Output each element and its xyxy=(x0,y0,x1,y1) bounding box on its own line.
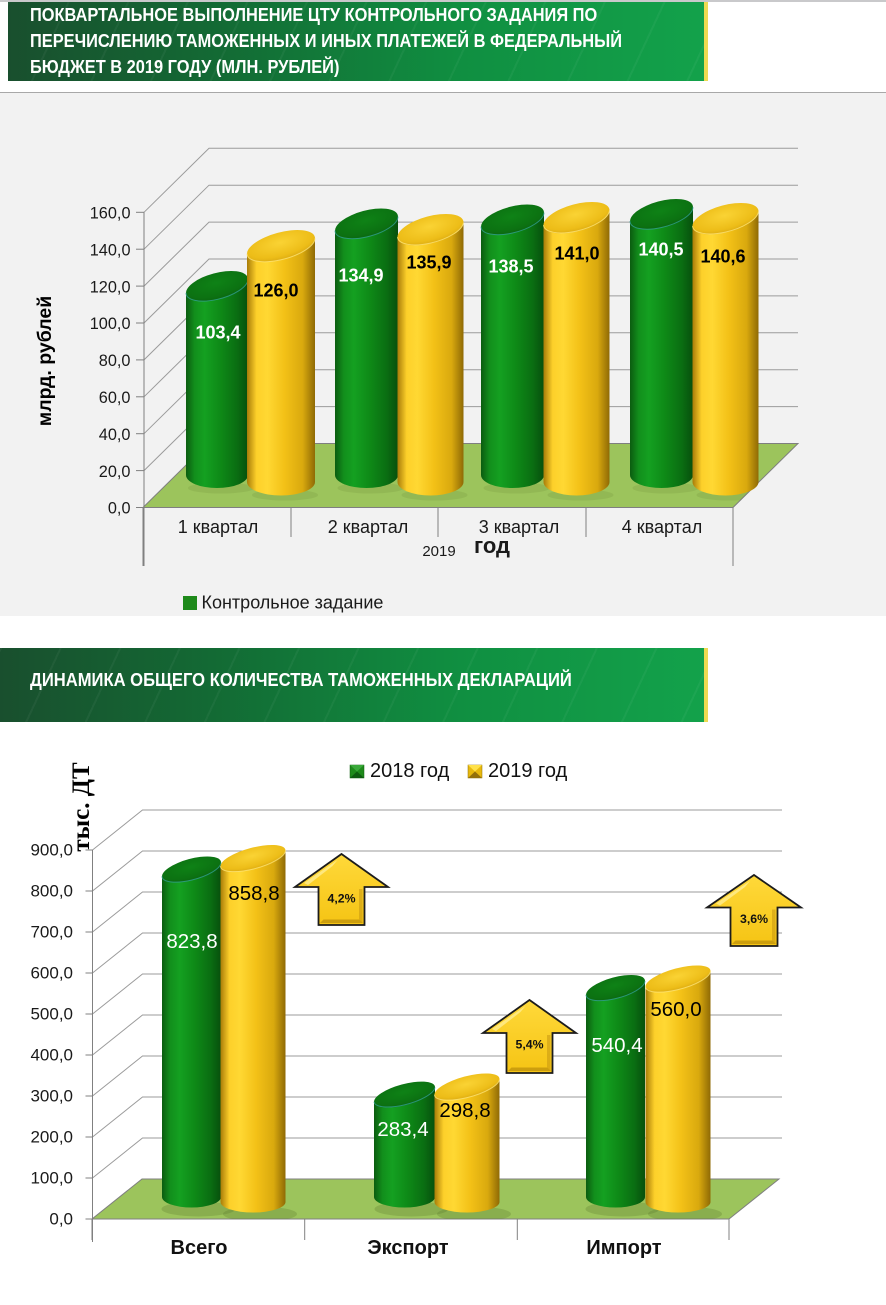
svg-text:0,0: 0,0 xyxy=(108,500,131,518)
svg-text:540,4: 540,4 xyxy=(591,1034,642,1057)
svg-text:500,0: 500,0 xyxy=(30,1004,73,1023)
svg-text:126,0: 126,0 xyxy=(253,281,298,301)
svg-text:120,0: 120,0 xyxy=(90,278,131,296)
svg-text:140,0: 140,0 xyxy=(90,241,131,259)
svg-text:3 квартал: 3 квартал xyxy=(479,517,559,537)
svg-text:год: год xyxy=(474,533,510,558)
svg-text:80,0: 80,0 xyxy=(99,352,131,370)
svg-text:Импорт: Импорт xyxy=(586,1237,661,1259)
svg-text:100,0: 100,0 xyxy=(30,1168,73,1187)
svg-text:2018 год: 2018 год xyxy=(370,760,450,782)
svg-text:283,4: 283,4 xyxy=(377,1118,428,1141)
svg-text:40,0: 40,0 xyxy=(99,426,131,444)
svg-text:2 квартал: 2 квартал xyxy=(328,517,408,537)
svg-text:60,0: 60,0 xyxy=(99,389,131,407)
svg-text:134,9: 134,9 xyxy=(338,266,383,286)
svg-text:1 квартал: 1 квартал xyxy=(178,517,258,537)
svg-text:100,0: 100,0 xyxy=(90,315,131,333)
svg-text:160,0: 160,0 xyxy=(90,205,131,223)
svg-text:2019 год: 2019 год xyxy=(488,760,568,782)
svg-text:141,0: 141,0 xyxy=(554,244,599,264)
svg-text:3,6%: 3,6% xyxy=(740,912,768,926)
svg-text:4 квартал: 4 квартал xyxy=(622,517,702,537)
svg-text:560,0: 560,0 xyxy=(650,998,701,1021)
svg-text:140,6: 140,6 xyxy=(700,247,745,267)
svg-text:Контрольное задание: Контрольное задание xyxy=(202,593,384,613)
svg-text:тыс. ДТ: тыс. ДТ xyxy=(68,762,95,852)
svg-text:823,8: 823,8 xyxy=(166,930,217,953)
svg-text:4,2%: 4,2% xyxy=(327,892,355,906)
svg-text:103,4: 103,4 xyxy=(195,323,240,343)
svg-text:858,8: 858,8 xyxy=(228,882,279,905)
svg-text:298,8: 298,8 xyxy=(439,1099,490,1122)
svg-text:400,0: 400,0 xyxy=(30,1045,73,1064)
svg-text:5,4%: 5,4% xyxy=(515,1038,543,1052)
svg-text:20,0: 20,0 xyxy=(99,463,131,481)
svg-text:600,0: 600,0 xyxy=(30,963,73,982)
svg-text:900,0: 900,0 xyxy=(30,840,73,859)
svg-text:700,0: 700,0 xyxy=(30,922,73,941)
svg-text:млрд. рублей: млрд. рублей xyxy=(34,296,56,426)
svg-text:2019: 2019 xyxy=(422,543,455,560)
svg-text:Экспорт: Экспорт xyxy=(367,1237,448,1259)
svg-text:300,0: 300,0 xyxy=(30,1086,73,1105)
svg-text:800,0: 800,0 xyxy=(30,881,73,900)
svg-text:Всего: Всего xyxy=(171,1237,228,1259)
svg-text:135,9: 135,9 xyxy=(406,253,451,273)
svg-text:140,5: 140,5 xyxy=(638,240,683,260)
svg-text:0,0: 0,0 xyxy=(49,1209,73,1228)
svg-text:200,0: 200,0 xyxy=(30,1127,73,1146)
svg-text:138,5: 138,5 xyxy=(488,257,533,277)
